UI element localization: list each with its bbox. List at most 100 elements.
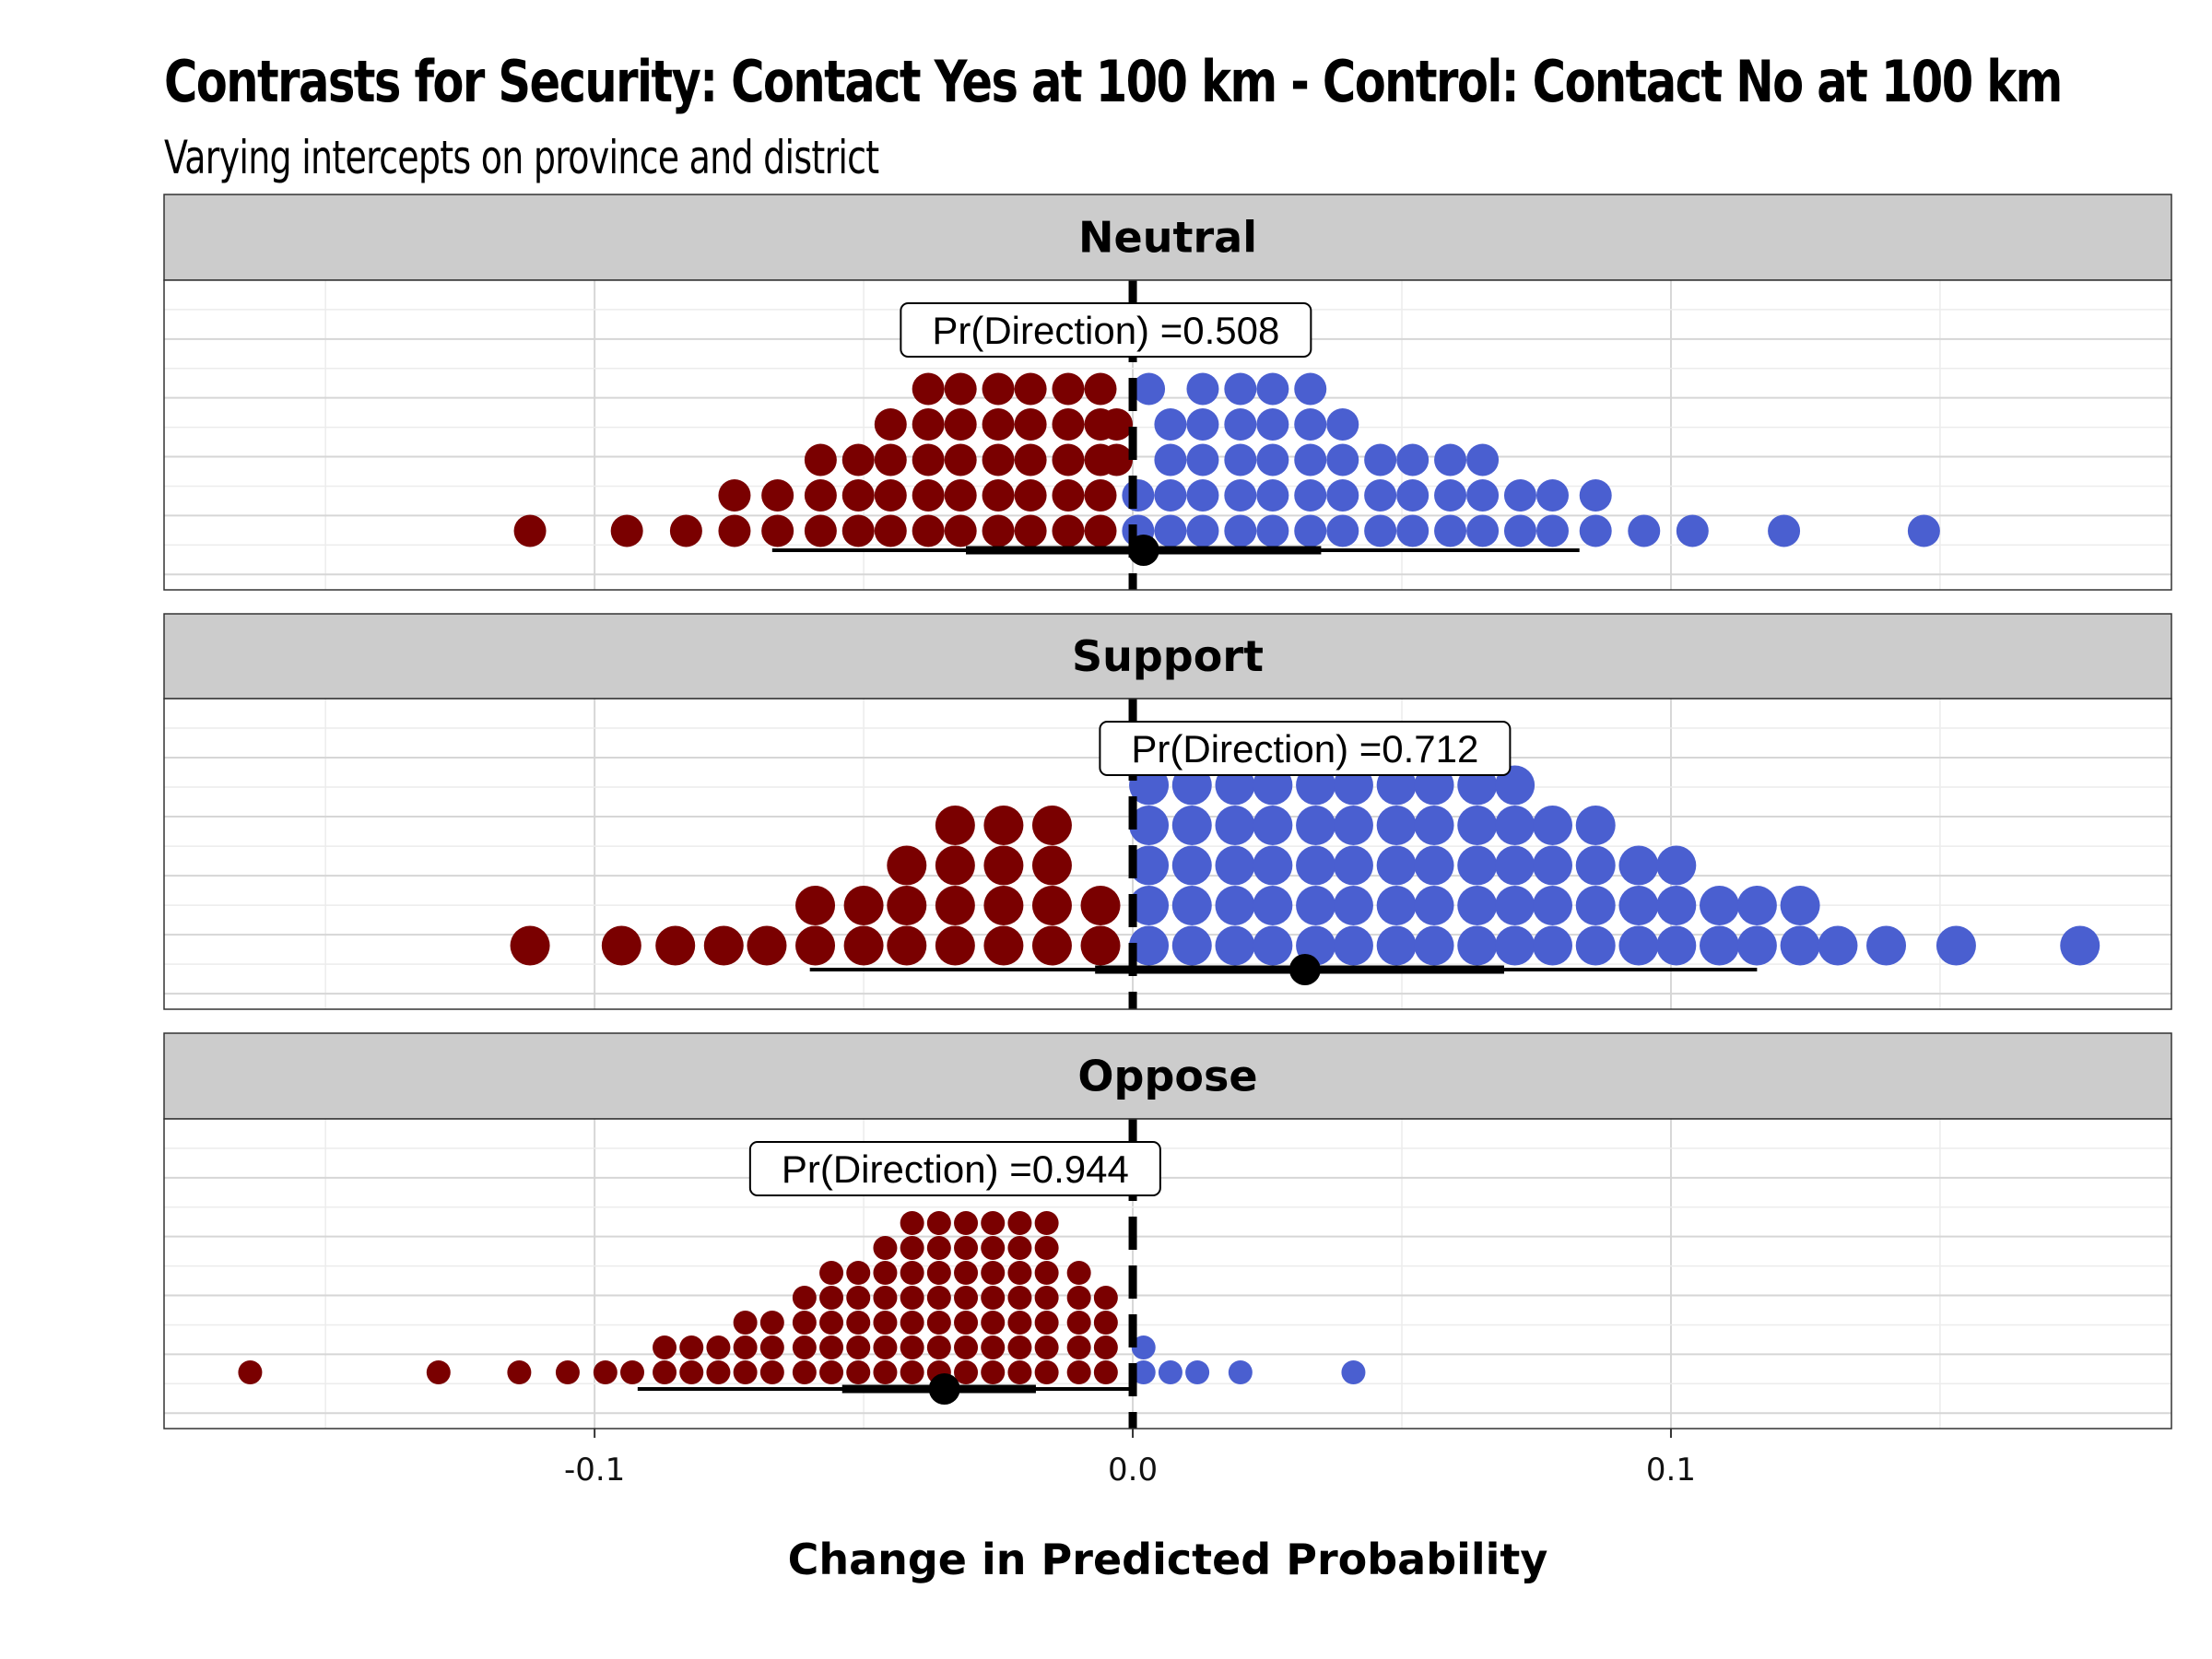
facet-strip-label: Neutral — [1078, 213, 1257, 263]
dot — [679, 1335, 704, 1359]
dot — [1700, 886, 1740, 925]
dot — [1503, 479, 1536, 512]
chart-title: Contrasts for Security: Contact Yes at 1… — [164, 48, 2063, 115]
dot — [1535, 479, 1569, 512]
dot — [1414, 845, 1454, 886]
dot — [982, 514, 1015, 547]
dot — [669, 514, 702, 547]
dot — [846, 1360, 871, 1384]
x-axis: -0.1 0.0 0.1 Change in Predicted Probabilit… — [564, 1429, 1696, 1584]
dot — [1129, 845, 1170, 886]
dot — [1093, 1360, 1118, 1384]
dot — [1066, 1335, 1091, 1359]
dot — [1080, 886, 1121, 925]
dot — [1007, 1261, 1032, 1285]
dot — [1186, 443, 1219, 477]
dot — [1052, 372, 1085, 406]
dot — [982, 443, 1015, 477]
annotation-label: Pr(Direction) =0.712 — [1099, 721, 1512, 776]
dot — [874, 479, 907, 512]
dot — [841, 479, 875, 512]
dot — [1936, 925, 1976, 966]
dot — [1014, 443, 1047, 477]
dot — [1780, 886, 1820, 925]
dot — [926, 1311, 951, 1335]
dot — [795, 925, 836, 966]
dot — [912, 443, 945, 477]
dot — [1434, 479, 1467, 512]
dot — [1007, 1335, 1032, 1359]
dot — [1154, 514, 1187, 547]
dot — [1326, 443, 1359, 477]
dot — [1031, 845, 1072, 886]
dot — [1253, 925, 1293, 966]
dot — [1333, 886, 1373, 925]
dot — [1532, 925, 1572, 966]
dot — [873, 1360, 898, 1384]
dot — [1066, 1286, 1091, 1310]
dot — [819, 1286, 844, 1310]
dot — [1294, 514, 1327, 547]
dot — [1532, 845, 1572, 886]
dot — [759, 1335, 784, 1359]
dot — [873, 1311, 898, 1335]
dot-group — [513, 372, 1940, 547]
dot — [819, 1311, 844, 1335]
dot — [1466, 514, 1500, 547]
dot — [1656, 886, 1697, 925]
dot — [610, 514, 643, 547]
dot — [759, 1360, 784, 1384]
dot — [1171, 806, 1212, 845]
dot — [804, 514, 837, 547]
facet-strip-label: Support — [1072, 631, 1264, 681]
dot — [1256, 372, 1289, 406]
dot — [1256, 408, 1289, 441]
dot — [1326, 514, 1359, 547]
dot — [1253, 886, 1293, 925]
dot — [1129, 925, 1170, 966]
dot — [1579, 479, 1612, 512]
dot — [1656, 925, 1697, 966]
dot — [1186, 372, 1219, 406]
dot — [1457, 925, 1498, 966]
chart-subtitle: Varying intercepts on province and distr… — [164, 131, 879, 184]
dot — [944, 514, 977, 547]
dot — [900, 1211, 924, 1235]
dot — [653, 1335, 677, 1359]
dot — [1503, 514, 1536, 547]
dot — [1575, 886, 1616, 925]
dot — [981, 1261, 1006, 1285]
dot — [1333, 925, 1373, 966]
dot — [620, 1360, 645, 1384]
dot — [1185, 1360, 1210, 1384]
dot — [983, 886, 1024, 925]
x-tick-label: -0.1 — [564, 1452, 625, 1488]
dot — [1066, 1261, 1091, 1285]
dot — [1618, 845, 1659, 886]
facet-strip — [163, 1032, 2172, 1120]
dot — [733, 1311, 758, 1335]
dot — [944, 408, 977, 441]
dot — [1052, 443, 1085, 477]
dot — [1034, 1236, 1059, 1260]
dot — [1364, 443, 1397, 477]
dot — [1495, 925, 1535, 966]
panel-border — [163, 1118, 2172, 1430]
dot — [1532, 806, 1572, 845]
dot — [935, 925, 975, 966]
panel-border — [163, 698, 2172, 1010]
dot — [1434, 514, 1467, 547]
dot — [513, 514, 547, 547]
dot — [926, 1335, 951, 1359]
dot-group — [238, 1211, 1366, 1384]
dot — [1215, 886, 1255, 925]
x-tick-label: 0.0 — [1108, 1452, 1158, 1488]
dot — [593, 1360, 618, 1384]
dot — [1364, 479, 1397, 512]
dot — [1224, 443, 1257, 477]
dot — [1215, 845, 1255, 886]
dot — [1014, 408, 1047, 441]
dot — [981, 1236, 1006, 1260]
